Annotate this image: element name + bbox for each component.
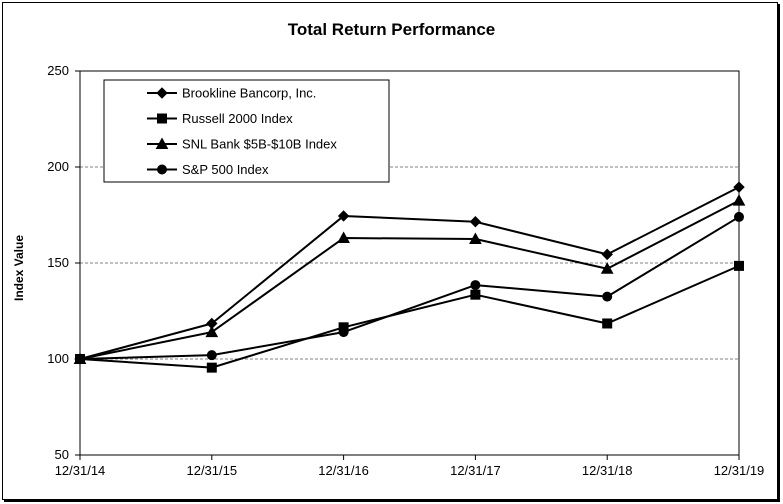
data-point-diamond: [337, 210, 350, 222]
data-point-circle: [206, 350, 217, 361]
legend-box: [103, 79, 390, 183]
series-circle: [75, 211, 744, 364]
data-point-square: [206, 362, 217, 373]
x-axis: 12/31/14 12/31/15 12/31/16 12/31/17 12/31/18…: [55, 455, 765, 478]
legend-label: S&P 500 Index: [182, 162, 269, 177]
data-point-circle: [75, 354, 85, 364]
legend-item: S&P 500 Index: [147, 162, 269, 177]
x-tick-label: 12/31/16: [318, 463, 369, 478]
data-point-circle: [338, 327, 349, 338]
series-triangle: [73, 194, 746, 364]
data-point-triangle: [600, 262, 614, 274]
legend-label: Brookline Bancorp, Inc.: [182, 86, 316, 101]
y-tick-label: 250: [47, 63, 69, 78]
data-point-diamond: [601, 248, 613, 261]
y-tick-label: 150: [47, 255, 69, 270]
series-line: [79, 199, 740, 360]
y-tick-label: 200: [47, 159, 69, 174]
series-line: [79, 186, 740, 360]
data-point-triangle: [205, 325, 219, 338]
data-point-circle: [470, 280, 481, 291]
data-point-circle: [602, 291, 613, 302]
x-tick-label: 12/31/19: [714, 463, 765, 478]
legend: Brookline Bancorp, Inc. Russell 2000 Inde…: [103, 79, 390, 183]
data-point-triangle: [732, 194, 746, 206]
y-axis: 50 100 150 200 250: [47, 63, 80, 462]
legend-item: Russell 2000 Index: [147, 111, 293, 126]
data-point-triangle: [337, 231, 350, 244]
x-tick-label: 12/31/15: [186, 463, 237, 478]
data-point-square: [470, 289, 481, 300]
y-tick-label: 100: [47, 351, 69, 366]
x-tick-label: 12/31/17: [450, 463, 501, 478]
data-point-square: [602, 318, 613, 329]
x-tick-label: 12/31/18: [582, 463, 633, 478]
series-diamond: [74, 181, 745, 365]
data-point-square: [734, 260, 744, 271]
data-point-triangle: [469, 232, 482, 244]
grid-lines: [80, 166, 739, 360]
series-group: [73, 181, 746, 373]
y-axis-label: Index Value: [12, 235, 26, 301]
legend-marker-circle: [157, 164, 167, 175]
legend-marker-triangle: [155, 137, 169, 149]
data-point-diamond: [469, 216, 482, 228]
legend-marker-diamond: [156, 87, 168, 99]
series-line: [79, 216, 740, 360]
legend-marker-square: [157, 113, 167, 124]
y-tick-label: 50: [55, 447, 69, 462]
legend-item: Brookline Bancorp, Inc.: [147, 86, 316, 101]
chart-title: Total Return Performance: [287, 20, 496, 39]
legend-item: SNL Bank $5B-$10B Index: [147, 137, 337, 152]
legend-label: SNL Bank $5B-$10B Index: [182, 137, 337, 152]
legend-label: Russell 2000 Index: [182, 111, 293, 126]
x-tick-label: 12/31/14: [55, 463, 106, 478]
series-line: [79, 264, 740, 369]
data-point-diamond: [733, 181, 745, 193]
data-point-circle: [734, 211, 744, 222]
